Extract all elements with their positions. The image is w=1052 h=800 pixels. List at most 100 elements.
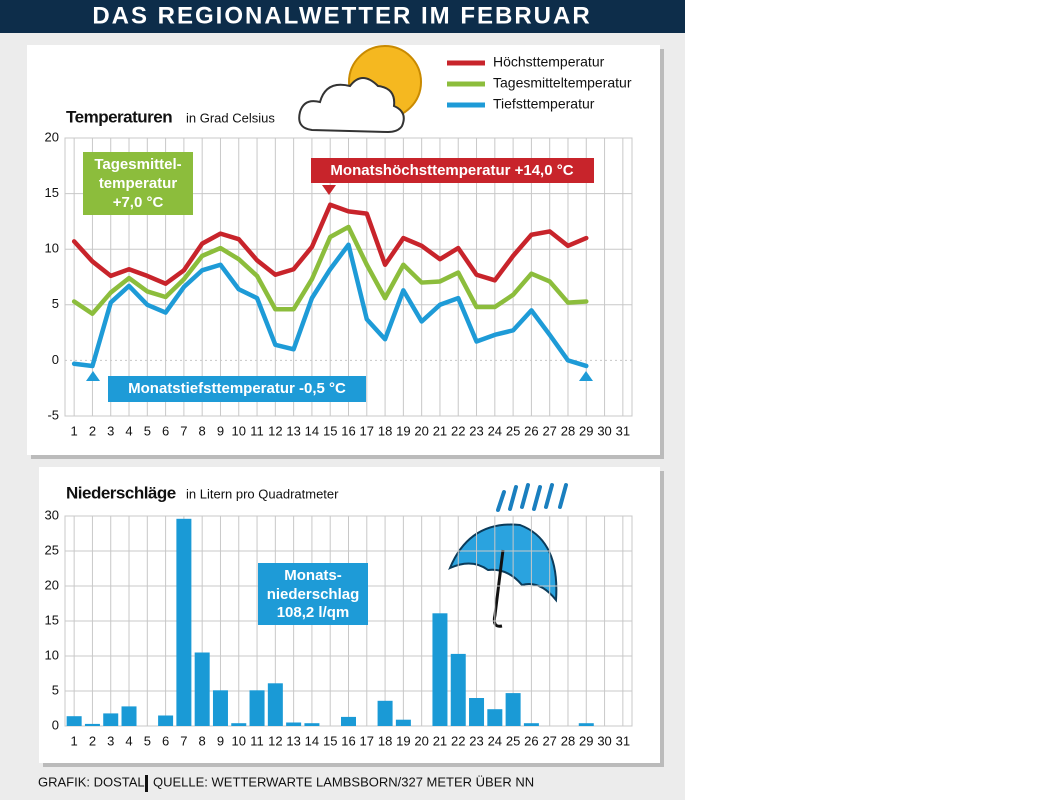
annotation: Monatshöchsttemperatur +14,0 °C: [330, 162, 573, 179]
annotation: temperatur: [99, 175, 178, 192]
x-tick-label: 7: [180, 733, 187, 748]
x-tick-label: 15: [323, 423, 337, 438]
bar: [267, 683, 283, 726]
bar: [523, 723, 539, 726]
legend-label: Tagesmitteltemperatur: [493, 75, 632, 91]
sun-cloud-icon: [298, 45, 422, 134]
x-tick-label: 2: [89, 423, 96, 438]
x-tick-label: 9: [217, 733, 224, 748]
y-tick-label: 0: [52, 352, 59, 367]
x-tick-label: 21: [433, 423, 447, 438]
y-tick-label: -5: [47, 407, 59, 422]
chart-subtitle: in Litern pro Quadratmeter: [186, 486, 339, 501]
bar: [176, 518, 192, 726]
annotation: 108,2 l/qm: [277, 604, 350, 621]
bar: [121, 706, 137, 726]
x-tick-label: 30: [597, 423, 611, 438]
series-line: [71, 224, 589, 316]
bar: [304, 723, 320, 726]
x-tick-label: 18: [378, 733, 392, 748]
x-tick-label: 16: [341, 423, 355, 438]
x-tick-label: 5: [144, 733, 151, 748]
y-tick-label: 0: [52, 717, 59, 732]
header-bar: [0, 0, 685, 33]
x-tick-label: 29: [579, 733, 593, 748]
x-tick-label: 11: [250, 733, 264, 748]
chart-subtitle: in Grad Celsius: [186, 110, 275, 125]
x-tick-label: 5: [144, 423, 151, 438]
bar: [450, 653, 466, 726]
x-tick-label: 6: [162, 423, 169, 438]
x-tick-label: 26: [524, 423, 538, 438]
x-tick-label: 27: [542, 733, 556, 748]
x-tick-label: 22: [451, 423, 465, 438]
y-tick-label: 15: [45, 612, 59, 627]
y-tick-label: 5: [52, 682, 59, 697]
annotation: Monats-: [284, 567, 342, 584]
x-tick-label: 14: [305, 733, 319, 748]
annotation: Monatstiefsttemperatur -0,5 °C: [128, 380, 346, 397]
y-tick-label: 20: [45, 129, 59, 144]
annotation: Tagesmittel-: [94, 156, 181, 173]
annotation: niederschlag: [267, 586, 360, 603]
x-tick-label: 9: [217, 423, 224, 438]
y-tick-label: 15: [45, 185, 59, 200]
x-tick-label: 23: [469, 423, 483, 438]
x-tick-label: 1: [71, 423, 78, 438]
x-tick-label: 27: [542, 423, 556, 438]
x-tick-label: 8: [199, 423, 206, 438]
bar: [249, 690, 265, 726]
x-tick-label: 19: [396, 733, 410, 748]
x-tick-label: 11: [250, 423, 264, 438]
x-tick-label: 23: [469, 733, 483, 748]
x-tick-label: 15: [323, 733, 337, 748]
bar: [341, 716, 356, 726]
x-tick-label: 20: [414, 733, 428, 748]
bar: [377, 700, 393, 726]
x-tick-label: 7: [180, 423, 187, 438]
annotation: +7,0 °C: [113, 194, 164, 211]
marker: [322, 185, 336, 195]
x-tick-label: 26: [524, 733, 538, 748]
x-tick-label: 10: [232, 423, 246, 438]
y-tick-label: 10: [45, 647, 59, 662]
chart-title: Temperaturen: [66, 107, 172, 126]
x-tick-label: 4: [125, 423, 132, 438]
y-tick-label: 5: [52, 296, 59, 311]
x-tick-label: 13: [286, 733, 300, 748]
x-tick-label: 31: [616, 423, 630, 438]
bar: [469, 698, 485, 726]
bar: [231, 723, 247, 726]
bar: [395, 719, 411, 726]
bar: [505, 693, 521, 726]
y-tick-label: 20: [45, 577, 59, 592]
x-tick-label: 20: [414, 423, 428, 438]
x-tick-label: 18: [378, 423, 392, 438]
bar: [194, 652, 210, 726]
x-tick-label: 21: [433, 733, 447, 748]
bar: [103, 713, 119, 726]
bar: [158, 715, 174, 726]
x-tick-label: 16: [341, 733, 355, 748]
x-tick-label: 12: [268, 733, 282, 748]
x-tick-label: 25: [506, 733, 520, 748]
y-tick-label: 10: [45, 241, 59, 256]
annotation-box: [311, 158, 594, 183]
separator: [145, 775, 148, 792]
x-tick-label: 6: [162, 733, 169, 748]
x-tick-label: 19: [396, 423, 410, 438]
y-tick-label: 25: [45, 542, 59, 557]
annotation-box: [108, 376, 366, 402]
x-tick-label: 17: [360, 423, 374, 438]
x-tick-label: 17: [360, 733, 374, 748]
bar: [578, 723, 594, 726]
bar: [212, 690, 228, 726]
chart-title: Niederschläge: [66, 483, 176, 502]
x-tick-label: 22: [451, 733, 465, 748]
x-tick-label: 24: [488, 423, 502, 438]
x-tick-label: 8: [199, 733, 206, 748]
y-tick-label: 30: [45, 507, 59, 522]
annotation-box: [83, 152, 193, 215]
x-tick-label: 2: [89, 733, 96, 748]
